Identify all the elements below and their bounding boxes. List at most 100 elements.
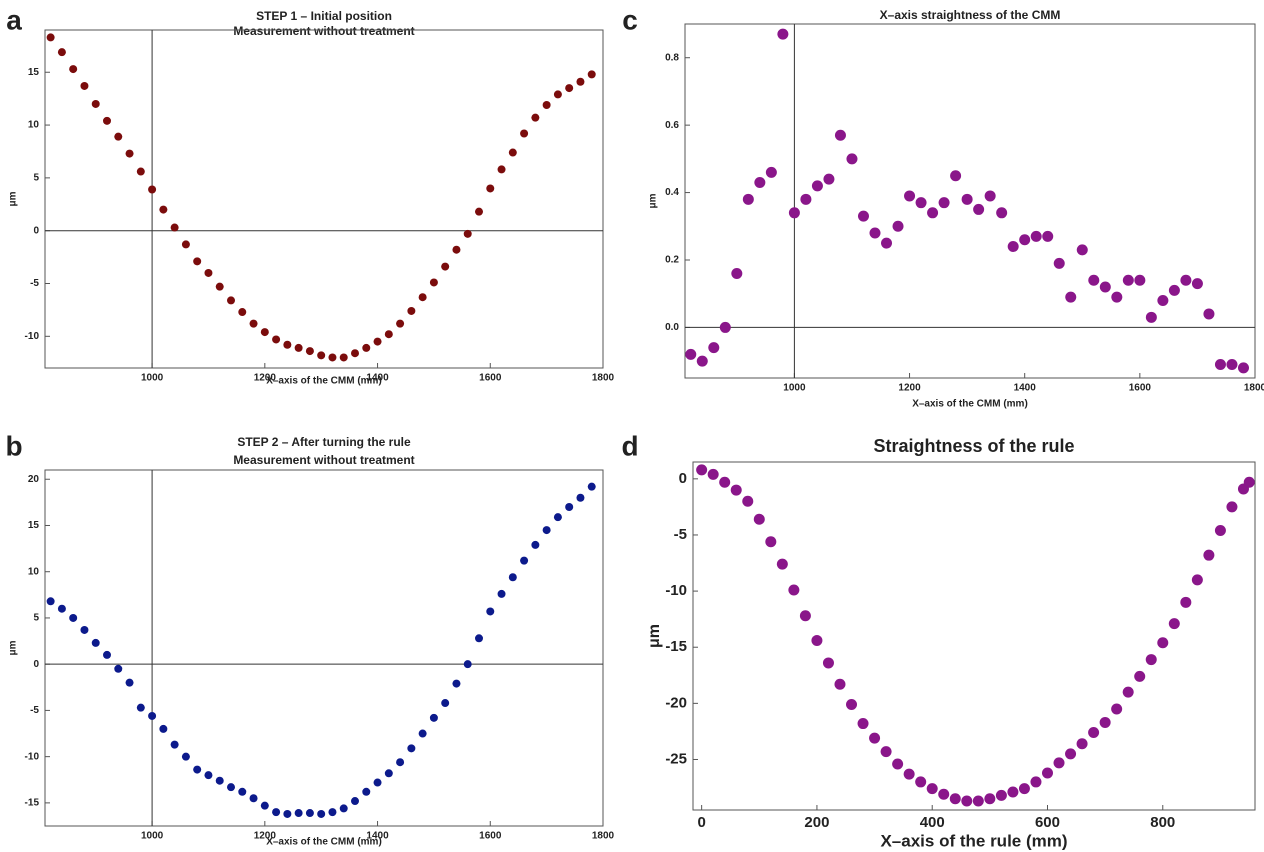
y-tick-label: 0.6 [665, 120, 679, 131]
chart-title: STEP 2 – After turning the rule [237, 435, 411, 449]
data-point [305, 347, 314, 356]
data-point [938, 197, 950, 209]
data-point [1214, 524, 1226, 536]
data-point [1088, 727, 1100, 739]
y-tick-label: 10 [28, 120, 40, 131]
data-point [742, 193, 754, 205]
data-point [961, 795, 973, 807]
data-point [576, 493, 585, 502]
y-tick-label: 0 [33, 659, 39, 670]
y-tick-label: 15 [28, 520, 40, 531]
data-point [204, 771, 213, 780]
y-tick-label: -5 [30, 705, 39, 716]
x-tick-label: 1600 [1129, 383, 1152, 394]
data-point [69, 613, 78, 622]
data-point [587, 482, 596, 491]
data-point [834, 678, 846, 690]
data-point [508, 573, 517, 582]
data-point [1041, 767, 1053, 779]
data-point [249, 794, 258, 803]
data-point [463, 229, 472, 238]
y-tick-label: -10 [25, 331, 40, 342]
data-point [362, 787, 371, 796]
chart-title: Straightness of the rule [873, 436, 1074, 456]
x-tick-label: 400 [920, 814, 945, 831]
data-point [846, 153, 858, 165]
data-point [730, 484, 742, 496]
y-tick-label: 20 [28, 474, 40, 485]
data-point [1018, 783, 1030, 795]
data-point [362, 343, 371, 352]
data-point [811, 180, 823, 192]
data-point [869, 227, 881, 239]
data-point [181, 752, 190, 761]
data-point [719, 476, 731, 488]
data-point [328, 808, 337, 817]
y-axis-label: μm [8, 191, 19, 206]
data-point [984, 190, 996, 202]
y-axis-label: μm [648, 193, 659, 208]
data-point [685, 348, 697, 360]
data-point [565, 84, 574, 93]
x-tick-label: 1200 [254, 373, 277, 384]
x-tick-label: 200 [804, 814, 829, 831]
data-point [542, 526, 551, 535]
y-tick-label: -20 [665, 694, 687, 711]
data-point [238, 308, 247, 317]
x-tick-label: 1600 [479, 831, 502, 842]
data-point [1226, 359, 1238, 371]
data-point [497, 589, 506, 598]
data-point [317, 809, 326, 818]
data-point [927, 207, 939, 219]
x-tick-label: 1600 [479, 373, 502, 384]
data-point [328, 353, 337, 362]
y-tick-label: 5 [33, 613, 39, 624]
y-tick-label: 0 [679, 470, 687, 487]
data-point [576, 77, 585, 86]
data-point [811, 634, 823, 646]
x-axis-label: X–axis of the CMM (mm) [266, 376, 382, 387]
data-point [57, 604, 66, 613]
data-point [475, 207, 483, 216]
data-point [486, 184, 495, 193]
data-point [834, 129, 846, 141]
data-point [915, 197, 927, 209]
data-point [125, 678, 134, 687]
plot-frame [44, 469, 604, 827]
data-point [1111, 291, 1123, 303]
data-point [80, 625, 89, 634]
data-point [215, 282, 224, 291]
data-point [1053, 257, 1065, 269]
data-point [869, 732, 881, 744]
data-point [91, 638, 100, 647]
chart-title: STEP 1 – Initial position [256, 9, 392, 23]
data-point [823, 173, 835, 185]
data-point [926, 783, 938, 795]
data-point [1134, 274, 1146, 286]
data-point [193, 257, 202, 266]
data-point [227, 783, 235, 792]
data-point [708, 342, 720, 354]
data-point [531, 540, 540, 549]
data-point [475, 634, 483, 643]
data-point [1157, 637, 1169, 649]
y-tick-label: -10 [665, 582, 687, 599]
x-axis-label: X–axis of the rule (mm) [880, 831, 1067, 850]
data-point [1243, 476, 1255, 488]
x-tick-label: 1000 [783, 383, 806, 394]
y-tick-label: 0.8 [665, 52, 679, 63]
data-point [565, 502, 574, 511]
data-point [1145, 654, 1157, 666]
data-point [1076, 738, 1088, 750]
data-point [373, 337, 382, 346]
data-point [973, 203, 985, 215]
data-point [857, 718, 869, 730]
data-point [822, 657, 834, 669]
panel-label: c [622, 4, 638, 35]
data-point [497, 165, 506, 174]
data-point [1088, 274, 1100, 286]
data-point [170, 223, 179, 232]
data-point [765, 536, 777, 548]
data-point [80, 81, 89, 90]
y-tick-label: 0.4 [665, 187, 679, 198]
